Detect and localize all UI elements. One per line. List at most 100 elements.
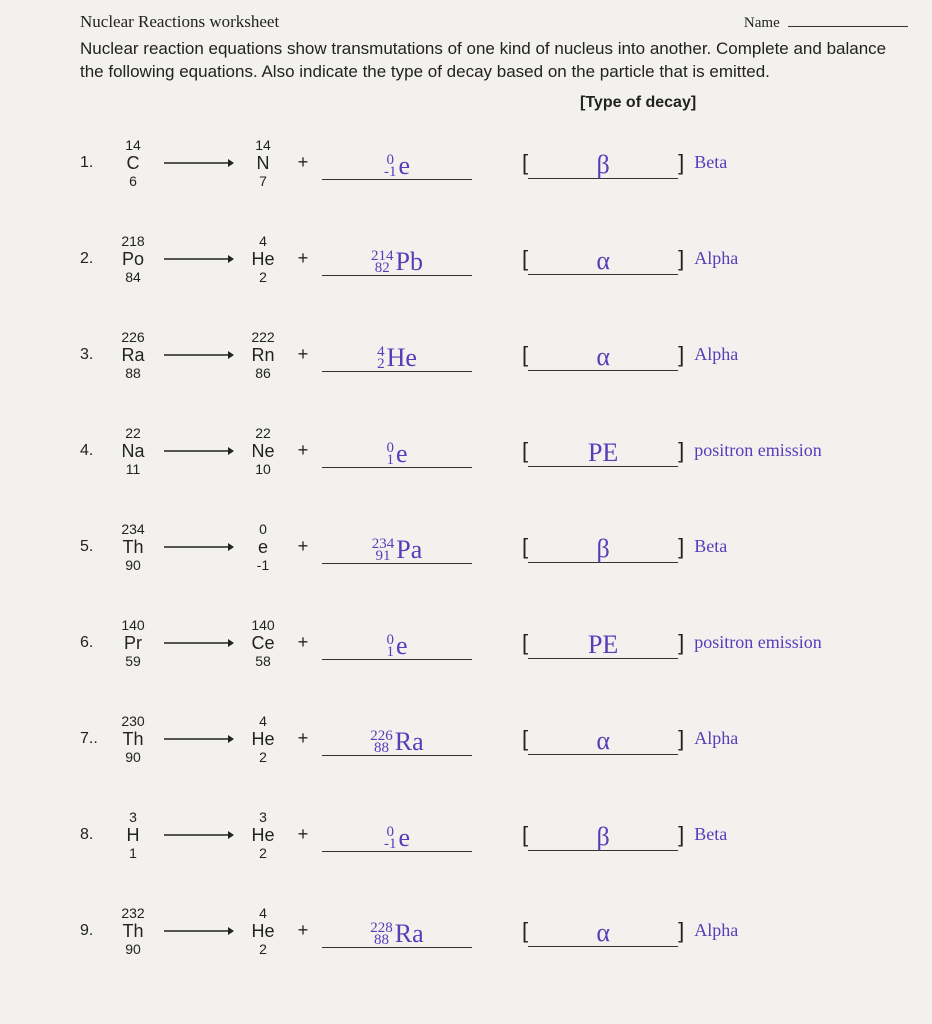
decay-bracket: [β]	[522, 146, 684, 179]
product-nuclide: 4He2	[238, 906, 288, 956]
decay-blank: β	[528, 530, 678, 563]
element-symbol: Ne	[251, 440, 274, 462]
answer-symbol: He	[387, 345, 417, 371]
arrow-icon	[158, 346, 238, 364]
handwritten-answer: 22688Ra	[370, 729, 423, 755]
handwritten-decay-symbol: PE	[588, 440, 618, 466]
plus-sign: +	[288, 152, 318, 173]
answer-blank: 42He	[322, 337, 472, 372]
problem-row: 6.140Pr59140Ce58+01e[PE]positron emissio…	[80, 598, 908, 688]
mass-number: 22	[255, 426, 271, 440]
product-nuclide: 4He2	[238, 234, 288, 284]
decay-blank: PE	[528, 626, 678, 659]
problem-row: 7..230Th904He2+22688Ra[α]Alpha	[80, 694, 908, 784]
mass-number: 4	[259, 906, 267, 920]
mass-number: 218	[121, 234, 144, 248]
mass-number: 22	[125, 426, 141, 440]
handwritten-decay-name: Beta	[694, 536, 814, 557]
problem-number: 3.	[80, 346, 108, 364]
problem-number: 1.	[80, 154, 108, 172]
answer-symbol: Pb	[396, 249, 423, 275]
answer-blank: 23491Pa	[322, 529, 472, 564]
top-line: Nuclear Reactions worksheet Name	[80, 12, 908, 32]
handwritten-decay-name: Alpha	[694, 728, 814, 749]
bracket-right: ]	[678, 630, 684, 656]
mass-number: 3	[259, 810, 267, 824]
problem-number: 5.	[80, 538, 108, 556]
arrow-icon	[158, 154, 238, 172]
product-nuclide: 0e-1	[238, 522, 288, 572]
problem-row: 8.3H13He2+0-1e[β]Beta	[80, 790, 908, 880]
product-nuclide: 14N7	[238, 138, 288, 188]
element-symbol: Rn	[251, 344, 274, 366]
mass-number: 230	[121, 714, 144, 728]
bracket-right: ]	[678, 342, 684, 368]
atomic-number: 59	[125, 654, 141, 668]
handwritten-answer: 0-1e	[384, 825, 410, 851]
element-symbol: Ce	[251, 632, 274, 654]
handwritten-decay-name: Alpha	[694, 920, 814, 941]
decay-blank: PE	[528, 434, 678, 467]
element-symbol: N	[257, 152, 270, 174]
plus-sign: +	[288, 632, 318, 653]
handwritten-decay-symbol: α	[596, 248, 610, 274]
handwritten-decay-symbol: α	[596, 344, 610, 370]
decay-blank: α	[528, 242, 678, 275]
handwritten-decay-symbol: α	[596, 920, 610, 946]
bracket-right: ]	[678, 438, 684, 464]
problem-row: 3.226Ra88222Rn86+42He[α]Alpha	[80, 310, 908, 400]
handwritten-decay-name: Beta	[694, 824, 814, 845]
decay-bracket: [PE]	[522, 434, 684, 467]
product-nuclide: 140Ce58	[238, 618, 288, 668]
atomic-number: 2	[259, 270, 267, 284]
answer-symbol: e	[398, 825, 410, 851]
mass-number: 222	[251, 330, 274, 344]
plus-sign: +	[288, 440, 318, 461]
arrow-icon	[158, 922, 238, 940]
answer-symbol: e	[396, 633, 408, 659]
handwritten-decay-symbol: β	[597, 536, 610, 562]
plus-sign: +	[288, 248, 318, 269]
bracket-right: ]	[678, 822, 684, 848]
atomic-number: 86	[255, 366, 271, 380]
arrow-icon	[158, 538, 238, 556]
mass-number: 140	[121, 618, 144, 632]
arrow-icon	[158, 442, 238, 460]
handwritten-decay-symbol: β	[597, 824, 610, 850]
handwritten-decay-name: Alpha	[694, 344, 814, 365]
problem-number: 9.	[80, 922, 108, 940]
element-symbol: Th	[122, 728, 143, 750]
mass-number: 14	[255, 138, 271, 152]
atomic-number: 84	[125, 270, 141, 284]
element-symbol: He	[251, 248, 274, 270]
decay-blank: β	[528, 818, 678, 851]
answer-numbers: 01	[386, 442, 394, 466]
atomic-number: 1	[129, 846, 137, 860]
decay-bracket: [α]	[522, 242, 684, 275]
bracket-right: ]	[678, 150, 684, 176]
handwritten-decay-name: Alpha	[694, 248, 814, 269]
answer-numbers: 22888	[370, 922, 393, 946]
bracket-right: ]	[678, 726, 684, 752]
decay-blank: α	[528, 914, 678, 947]
name-field: Name	[744, 12, 908, 32]
handwritten-answer: 42He	[377, 345, 417, 371]
arrow-icon	[158, 250, 238, 268]
name-blank	[788, 26, 908, 27]
arrow-icon	[158, 634, 238, 652]
plus-sign: +	[288, 344, 318, 365]
answer-blank: 01e	[322, 433, 472, 468]
element-symbol: e	[258, 536, 268, 558]
name-label: Name	[744, 15, 780, 31]
atomic-number: 90	[125, 558, 141, 572]
handwritten-decay-name: positron emission	[694, 632, 822, 653]
handwritten-answer: 23491Pa	[372, 537, 423, 563]
element-symbol: He	[251, 824, 274, 846]
atomic-number: 2	[259, 750, 267, 764]
atomic-number: 6	[129, 174, 137, 188]
element-symbol: He	[251, 728, 274, 750]
mass-number: 232	[121, 906, 144, 920]
reactant-nuclide: 14C6	[108, 138, 158, 188]
decay-bracket: [PE]	[522, 626, 684, 659]
atomic-number: -1	[257, 558, 269, 572]
